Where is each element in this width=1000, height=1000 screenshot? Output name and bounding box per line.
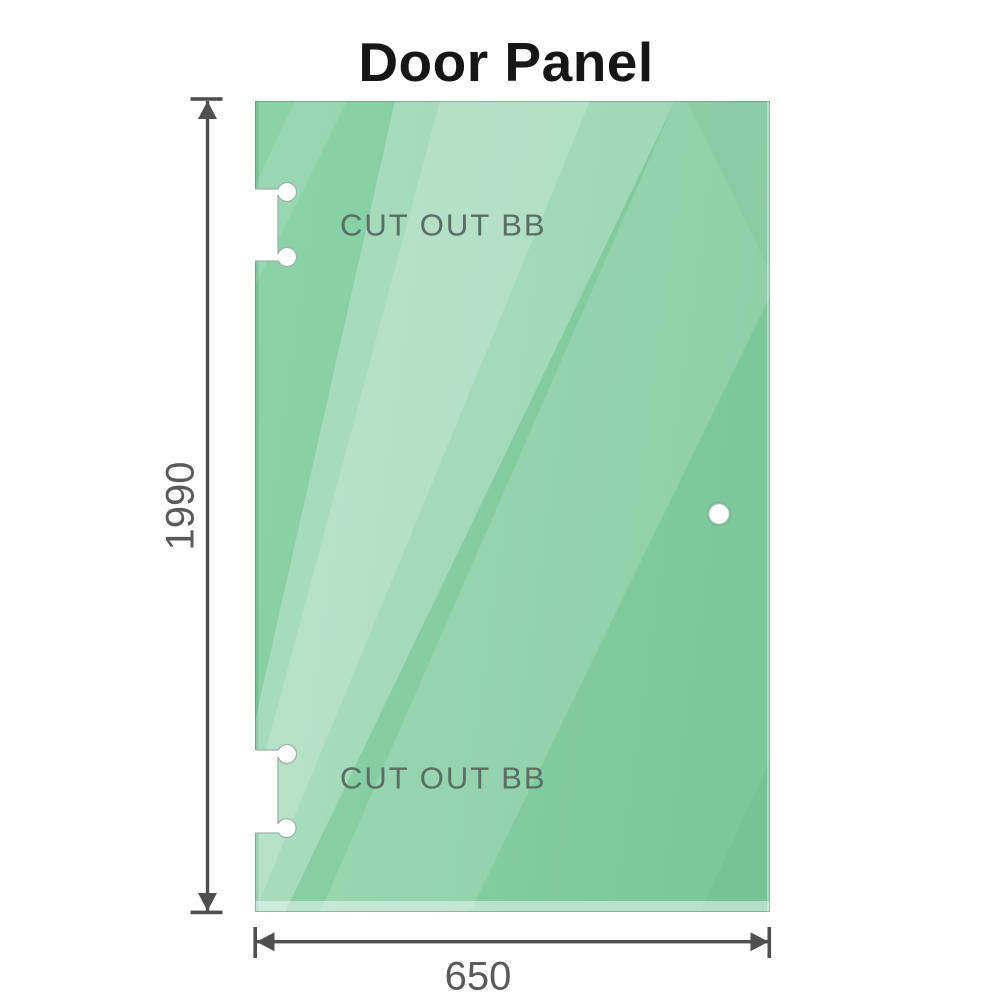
glass-surface xyxy=(255,101,770,912)
cutout-label-bottom: CUT OUT BB xyxy=(340,760,547,796)
glass-edge-bottom xyxy=(255,901,770,912)
width-dimension xyxy=(253,927,772,958)
reflection-band-core xyxy=(255,101,590,912)
glass-edge-left xyxy=(255,101,259,912)
page-title: Door Panel xyxy=(358,31,654,93)
glass-edge-right xyxy=(767,101,770,912)
cutout-label-top: CUT OUT BB xyxy=(340,207,547,243)
height-dimension-label: 1990 xyxy=(158,461,203,551)
hinge-cutout-bottom xyxy=(255,743,298,839)
shade-top-right xyxy=(687,101,770,271)
arrow-right-icon xyxy=(750,932,769,952)
glass-reflection-highlights xyxy=(255,101,770,912)
arrow-left-icon xyxy=(256,932,275,952)
handle-hole xyxy=(706,501,732,527)
width-dimension-label: 650 xyxy=(444,954,512,999)
dimension-cap-left xyxy=(253,927,257,958)
door-panel-glass xyxy=(255,101,770,912)
dimension-line-vertical xyxy=(205,101,210,911)
glass-outline xyxy=(255,101,770,912)
hinge-cutout-top xyxy=(255,181,298,268)
reflection-band xyxy=(320,101,770,912)
arrow-down-icon xyxy=(198,893,217,911)
dimension-cap-right xyxy=(767,927,772,958)
reflection-band xyxy=(255,101,675,912)
dimension-cap-top xyxy=(190,97,223,101)
dimension-cap-bottom xyxy=(190,910,223,915)
arrow-up-icon xyxy=(198,101,217,119)
height-dimension xyxy=(190,97,223,915)
dimension-line-horizontal xyxy=(256,940,769,944)
shade-bottom-right xyxy=(700,761,770,912)
